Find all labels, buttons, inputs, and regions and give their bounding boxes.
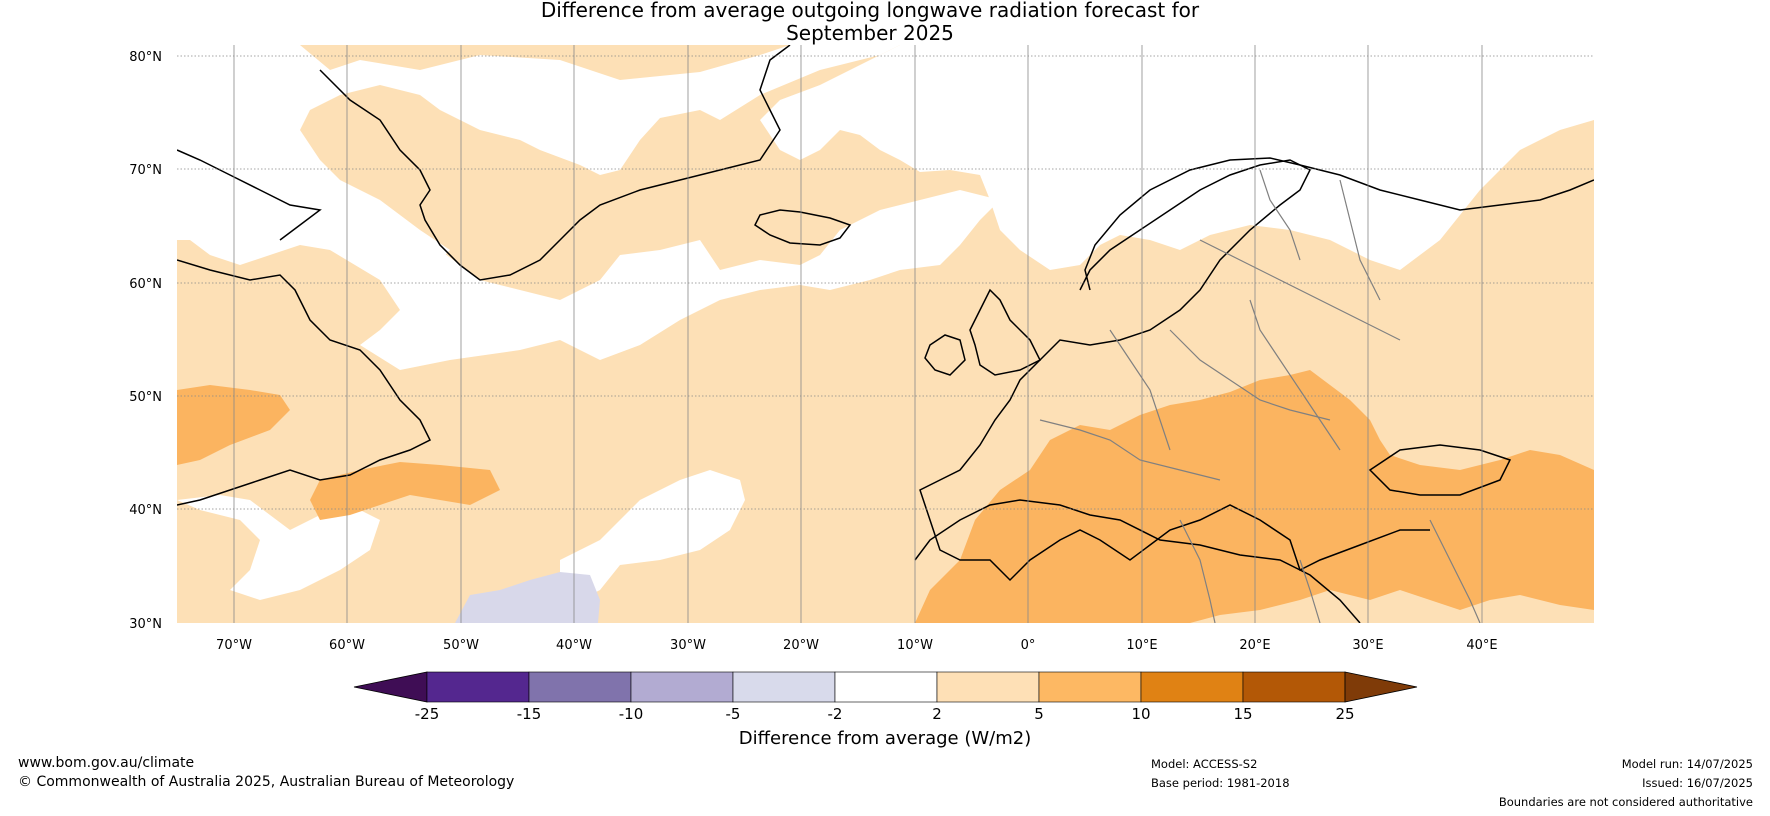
border-line xyxy=(1299,559,1321,623)
lat-label: 50°N xyxy=(129,390,162,405)
lat-label: 80°N xyxy=(129,50,162,65)
colorbar-tick-label: -10 xyxy=(619,705,644,723)
border-line xyxy=(1039,419,1221,481)
colorbar-tick-label: -5 xyxy=(726,705,741,723)
colorbar-tick-label: -2 xyxy=(828,705,843,723)
colorbar-tick-label: 5 xyxy=(1034,705,1044,723)
britain-coast xyxy=(969,288,1042,376)
colorbar-tick-label: 15 xyxy=(1233,705,1252,723)
near-zero-region-north xyxy=(760,45,1594,270)
colorbar-tick-label: 2 xyxy=(932,705,942,723)
border-line xyxy=(1429,519,1481,623)
map-plot-area xyxy=(177,45,1594,623)
coastlines xyxy=(177,45,1594,623)
near-zero-region-atlantic xyxy=(330,190,1000,370)
lon-label: 10°W xyxy=(897,638,933,653)
colorbar-segment xyxy=(732,671,836,703)
near-zero-region-southwest xyxy=(177,495,380,600)
border-line xyxy=(1109,329,1171,451)
scandinavia-coast xyxy=(1084,157,1594,291)
title-line-2: September 2025 xyxy=(786,21,954,45)
colorbar-left-extension xyxy=(353,671,428,703)
website-link[interactable]: www.bom.gov.au/climate xyxy=(18,755,195,771)
moderate-positive-region-canada xyxy=(177,385,290,465)
colorbar-segment xyxy=(936,671,1040,703)
colorbar-tick-label: 25 xyxy=(1335,705,1354,723)
graticule xyxy=(177,45,1594,623)
lon-label: 20°W xyxy=(783,638,819,653)
lon-label: 50°W xyxy=(443,638,479,653)
lat-label: 30°N xyxy=(129,617,162,632)
lat-label: 40°N xyxy=(129,503,162,518)
colorbar-tick-label: 10 xyxy=(1131,705,1150,723)
africa-coast xyxy=(914,499,1361,623)
lon-label: 10°E xyxy=(1126,638,1157,653)
issued-date: Issued: 16/07/2025 xyxy=(1642,776,1753,790)
colorbar-right-extension xyxy=(1344,671,1418,703)
north-america-coast xyxy=(177,259,432,506)
near-zero-region-midatlantic xyxy=(560,470,745,600)
colorbar: -25 -15 -10 -5 -2 2 5 10 15 25 xyxy=(353,671,1418,723)
colorbar-segment xyxy=(834,671,938,703)
border-line xyxy=(1339,179,1381,301)
border-line xyxy=(1169,329,1331,421)
border-line xyxy=(1259,169,1301,261)
lon-label: 0° xyxy=(1021,638,1036,653)
moderate-positive-region-europe xyxy=(915,370,1594,623)
base-period: Base period: 1981-2018 xyxy=(1151,776,1290,790)
disclaimer: Boundaries are not considered authoritat… xyxy=(1498,795,1753,809)
lat-label: 60°N xyxy=(129,277,162,292)
colorbar-segments xyxy=(426,671,1346,703)
colorbar-tick-label: -25 xyxy=(415,705,440,723)
colorbar-segment xyxy=(1140,671,1244,703)
weak-negative-region xyxy=(455,572,600,623)
europe-coast xyxy=(919,159,1430,582)
lon-label: 60°W xyxy=(329,638,365,653)
colorbar-segment xyxy=(528,671,632,703)
border-line xyxy=(1249,299,1341,451)
longitude-labels: 70°W 60°W 50°W 40°W 30°W 20°W 10°W 0° 10… xyxy=(216,638,1498,653)
iceland-coast xyxy=(754,209,852,246)
near-zero-region-greenland xyxy=(177,45,900,275)
colorbar-ticks: -25 -15 -10 -5 -2 2 5 10 15 25 xyxy=(415,705,1355,723)
colorbar-label: Difference from average (W/m2) xyxy=(738,728,1032,749)
lon-label: 40°W xyxy=(556,638,592,653)
colorbar-segment xyxy=(1242,671,1346,703)
colorbar-tick-label: -15 xyxy=(517,705,542,723)
border-line xyxy=(1199,239,1401,341)
country-borders xyxy=(1039,169,1481,623)
colorbar-segment xyxy=(426,671,530,703)
moderate-positive-region-midocean xyxy=(310,462,500,520)
title-line-1: Difference from average outgoing longwav… xyxy=(540,0,1200,22)
copyright-notice: © Commonwealth of Australia 2025, Austra… xyxy=(18,774,515,790)
colorbar-segment xyxy=(1038,671,1142,703)
black-sea-coast xyxy=(1368,444,1512,496)
lon-label: 30°W xyxy=(670,638,706,653)
border-line xyxy=(1179,519,1216,623)
ireland-coast xyxy=(924,334,966,376)
model-name: Model: ACCESS-S2 xyxy=(1151,757,1258,771)
lon-label: 30°E xyxy=(1352,638,1383,653)
latitude-labels: 80°N 70°N 60°N 50°N 40°N 30°N xyxy=(129,50,162,632)
colorbar-segment xyxy=(630,671,734,703)
lon-label: 70°W xyxy=(216,638,252,653)
model-run-date: Model run: 14/07/2025 xyxy=(1621,757,1753,771)
lon-label: 20°E xyxy=(1239,638,1270,653)
greenland-coast xyxy=(319,45,791,281)
lat-label: 70°N xyxy=(129,163,162,178)
lon-label: 40°E xyxy=(1466,638,1497,653)
labrador-coast xyxy=(177,149,322,241)
